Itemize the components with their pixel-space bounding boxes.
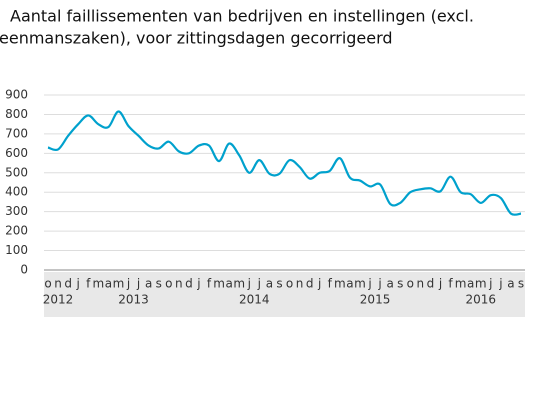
x-tick-label: o [407,277,414,291]
y-tick-label: 700 [5,126,28,140]
x-tick-label: j [257,277,261,291]
data-line [47,110,522,216]
x-tick-label: j [377,277,381,291]
year-label: 2015 [360,293,391,307]
x-tick-label: m [113,277,125,291]
x-tick-label: o [286,277,293,291]
x-tick-label: n [417,277,425,291]
x-tick-label: d [64,277,72,291]
x-tick-label: m [455,277,467,291]
x-tick-label: j [498,277,502,291]
y-tick-label: 600 [5,146,28,160]
year-label: 2012 [43,293,74,307]
x-tick-label: j [126,277,130,291]
x-tick-label: j [438,277,442,291]
x-tick-label: f [448,277,453,291]
x-tick-label: a [225,277,232,291]
x-tick-label: f [86,277,91,291]
x-tick-label: m [334,277,346,291]
x-tick-label: f [328,277,333,291]
y-tick-label: 200 [5,224,28,238]
year-label: 2013 [118,293,149,307]
x-tick-label: f [207,277,212,291]
x-tick-label: j [136,277,140,291]
x-tick-label: m [92,277,104,291]
chart-title: eenmanszaken), voor zittingsdagen gecorr… [0,29,393,48]
x-tick-label: j [76,277,80,291]
x-axis-band [44,272,525,317]
x-tick-label: a [145,277,152,291]
x-tick-label: d [306,277,314,291]
x-tick-label: a [105,277,112,291]
x-tick-label: j [196,277,200,291]
x-tick-label: a [386,277,393,291]
x-tick-label: n [175,277,183,291]
x-tick-label: n [54,277,62,291]
x-tick-label: d [185,277,193,291]
y-tick-label: 0 [20,263,28,277]
x-tick-label: a [346,277,353,291]
x-tick-label: m [354,277,366,291]
y-tick-label: 300 [5,204,28,218]
x-tick-label: s [518,277,524,291]
x-tick-label: o [44,277,51,291]
y-tick-label: 800 [5,107,28,121]
x-tick-label: m [475,277,487,291]
x-tick-label: j [367,277,371,291]
x-tick-label: m [213,277,225,291]
y-tick-label: 900 [5,88,28,102]
x-tick-label: a [266,277,273,291]
x-tick-label: s [276,277,282,291]
x-tick-label: s [397,277,403,291]
y-tick-label: 100 [5,243,28,257]
x-tick-label: m [233,277,245,291]
x-tick-label: j [317,277,321,291]
x-tick-label: n [296,277,304,291]
x-tick-label: j [488,277,492,291]
x-tick-label: j [247,277,251,291]
y-tick-label: 400 [5,185,28,199]
year-label: 2016 [465,293,496,307]
chart-title: Aantal faillissementen van bedrijven en … [10,7,474,26]
y-tick-label: 500 [5,165,28,179]
x-tick-label: o [165,277,172,291]
x-tick-label: a [467,277,474,291]
x-tick-label: s [156,277,162,291]
x-tick-label: a [507,277,514,291]
year-label: 2014 [239,293,270,307]
x-tick-label: d [427,277,435,291]
